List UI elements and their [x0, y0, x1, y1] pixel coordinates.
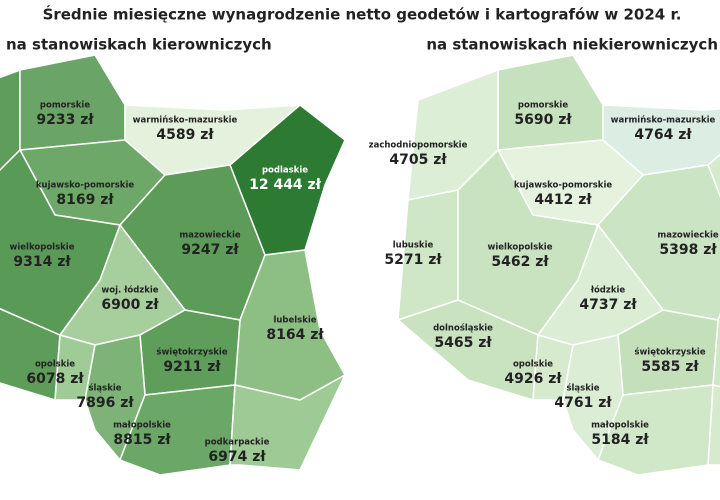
region-name: woj. łódzkie — [101, 285, 158, 296]
region-value: 7896 zł — [76, 395, 134, 411]
subtitle: na stanowiskach kierowniczych — [6, 36, 272, 54]
region-value: 9233 zł — [36, 112, 94, 128]
region-value: 4412 zł — [534, 192, 592, 208]
region-value: 4764 zł — [634, 127, 692, 143]
region-name: warmińsko-mazurskie — [133, 116, 238, 126]
region-name: łódzkie — [590, 285, 626, 296]
region-value: 4761 zł — [554, 395, 612, 411]
region-name: warmińsko-mazurskie — [611, 116, 716, 126]
region-value: 6974 zł — [208, 449, 266, 465]
region-value: 5585 zł — [641, 359, 699, 375]
region-name: lubelskie — [273, 316, 316, 326]
region — [0, 69, 21, 172]
region-name: świętokrzyskie — [634, 347, 705, 358]
region-value: 5398 zł — [659, 242, 717, 258]
region-value: 5690 zł — [514, 112, 572, 128]
region-name: podkarpackie — [205, 438, 270, 448]
region-name: opolskie — [513, 360, 553, 370]
region-name: śląskie — [566, 383, 599, 394]
region-value: 5184 zł — [591, 432, 649, 448]
region-name: świętokrzyskie — [156, 347, 227, 358]
region-value: 4737 zł — [579, 297, 637, 313]
region-value: 6900 zł — [101, 297, 159, 313]
region-value: 8164 zł — [266, 327, 324, 343]
region-name: śląskie — [88, 383, 121, 394]
subtitle: na stanowiskach niekierowniczych — [426, 36, 718, 54]
region-name: opolskie — [35, 360, 75, 370]
region-name: lubuskie — [393, 241, 434, 251]
region — [229, 374, 346, 471]
region-value: 8815 zł — [113, 432, 171, 448]
region-name: wielkopolskie — [488, 243, 553, 253]
region-name: dolnośląskie — [433, 323, 493, 334]
region-value: 9247 zł — [181, 242, 239, 258]
region-value: 6078 zł — [26, 371, 84, 387]
region-value: 4589 zł — [156, 127, 214, 143]
region — [597, 384, 714, 476]
region-value: 12 444 zł — [249, 177, 322, 193]
region — [119, 384, 236, 476]
region-name: pomorskie — [518, 101, 568, 111]
region-name: kujawsko-pomorskie — [514, 181, 612, 191]
region-value: 5462 zł — [491, 254, 549, 270]
region-name: małopolskie — [113, 421, 171, 431]
title: Średnie miesięczne wynagrodzenie netto g… — [43, 5, 682, 24]
region-value: 4926 zł — [504, 371, 562, 387]
region-value: 9211 zł — [163, 359, 221, 375]
region-value: 9314 zł — [13, 254, 71, 270]
region-name: małopolskie — [591, 421, 649, 431]
region-value: 5271 zł — [384, 252, 442, 268]
region-name: kujawsko-pomorskie — [36, 181, 134, 191]
region-name: pomorskie — [40, 101, 90, 111]
region-name: mazowieckie — [179, 231, 241, 241]
region-name: podlaskie — [262, 166, 308, 176]
region-name: mazowieckie — [657, 231, 719, 241]
region-value: 4705 zł — [389, 152, 447, 168]
region-value: 5465 zł — [434, 335, 492, 351]
region-value: 8169 zł — [56, 192, 114, 208]
region-name: zachodniopomorskie — [369, 141, 468, 151]
region-name: wielkopolskie — [10, 243, 75, 253]
